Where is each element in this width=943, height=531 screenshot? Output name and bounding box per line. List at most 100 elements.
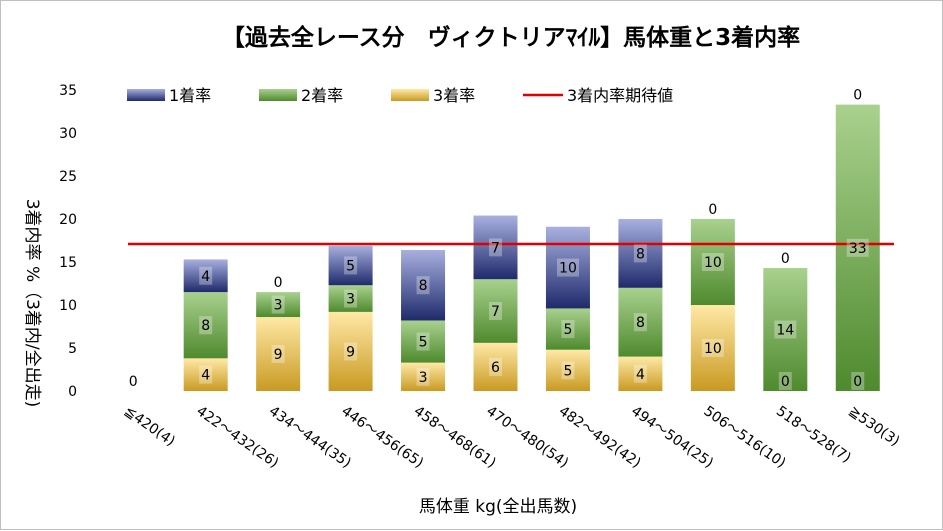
bar-segment: [401, 249, 446, 321]
data-label-bg: [851, 372, 865, 390]
data-label-bg: [199, 316, 213, 335]
bar-segment: [690, 305, 735, 391]
bar-segment: [763, 268, 808, 391]
data-label: 8: [419, 278, 428, 294]
y-tick-label: 15: [59, 255, 77, 271]
data-label: 0: [781, 374, 790, 390]
bar-segment: [618, 287, 663, 357]
legend-label: 3着内率期待値: [567, 86, 673, 105]
data-label: 3: [346, 292, 355, 308]
data-label: 7: [491, 304, 500, 320]
legend-label: 1着率: [169, 86, 211, 105]
y-tick-label: 0: [68, 384, 77, 400]
data-label-bg: [416, 332, 430, 351]
data-label: 7: [491, 240, 500, 256]
y-axis: 0 5 10 15 20 25 30 35: [59, 83, 77, 400]
y-tick-label: 30: [59, 126, 77, 142]
x-axis: ≦420(4) 422～432(26)434～444(35)446～456(65)…: [121, 403, 902, 471]
x-tick-label: ≦420(4): [121, 403, 178, 450]
bar-segment: [690, 219, 735, 305]
legend-label: 3着率: [433, 86, 475, 105]
bar-segment: [183, 358, 228, 391]
bar-segment: [328, 311, 373, 391]
legend-swatch: [259, 89, 297, 101]
data-label: 8: [636, 246, 645, 262]
data-label-bg: [344, 342, 358, 361]
data-label: 0: [853, 88, 862, 104]
data-label-bg: [271, 345, 285, 364]
data-label: 0: [129, 374, 138, 390]
data-label: 0: [708, 202, 717, 218]
bar-segment: [545, 349, 590, 391]
data-label: 0: [781, 251, 790, 267]
data-label: 10: [704, 341, 722, 357]
data-label-bg: [489, 238, 502, 257]
data-label-bg: [561, 320, 575, 339]
data-label: 3: [419, 370, 428, 386]
bar-segment: [401, 362, 446, 391]
bar-segment: [545, 308, 590, 350]
data-label-bg: [199, 266, 213, 285]
data-label-bg: [633, 364, 647, 383]
data-label: 8: [201, 318, 210, 334]
data-label: 0: [853, 374, 862, 390]
bar-segment: [473, 342, 518, 391]
bar-segment: [183, 259, 228, 293]
data-label: 8: [636, 315, 645, 331]
data-label: 4: [636, 367, 645, 383]
bar-segment: [835, 104, 880, 392]
data-label-bg: [633, 313, 647, 332]
data-label-bg: [556, 258, 579, 277]
data-label-bg: [199, 365, 213, 384]
bar-segment: [328, 245, 373, 286]
bar-segment: [401, 320, 446, 363]
legend-swatch: [127, 89, 165, 101]
data-label: 9: [346, 344, 355, 360]
data-label: 3: [274, 298, 283, 314]
data-label: 14: [776, 323, 794, 339]
data-label: 4: [201, 269, 210, 285]
data-label-bg: [846, 238, 869, 257]
data-label: 5: [563, 363, 572, 379]
data-label-bg: [126, 372, 140, 390]
data-label: 5: [563, 322, 572, 338]
bar-segment: [328, 285, 373, 312]
data-label: 5: [419, 335, 428, 351]
bar-segment: [545, 226, 590, 309]
data-label-bg: [489, 357, 502, 376]
data-label-bg: [561, 361, 575, 380]
y-tick-label: 10: [59, 298, 77, 314]
data-label: 10: [559, 261, 577, 277]
legend-swatch: [391, 89, 429, 101]
bar-segment: [618, 356, 663, 391]
bars: [183, 104, 880, 392]
data-label-bg: [344, 256, 358, 275]
data-label-bg: [778, 372, 792, 390]
legend-label: 2着率: [301, 86, 343, 105]
data-label-bg: [633, 244, 647, 263]
bar-segment: [183, 292, 228, 359]
y-tick-label: 20: [59, 212, 77, 228]
bar-segment: [618, 219, 663, 288]
bar-segment: [256, 317, 301, 391]
y-tick-label: 5: [68, 341, 77, 357]
data-label: 0: [274, 275, 283, 291]
data-label: 9: [274, 347, 283, 363]
data-label-bg: [701, 339, 724, 357]
data-labels: 0 4 8 4 9 3 0 9 3 5 3 5 8 6 7 7 5 5 10 4 8 8 10 10 0 0 14 0 0 33 0: [126, 85, 869, 390]
data-label-bg: [489, 302, 502, 321]
bar-segment: [256, 292, 301, 318]
data-label: 6: [491, 360, 500, 376]
data-label-bg: [774, 320, 797, 339]
legend: 1着率 2着率 3着率 3着内率期待値: [127, 86, 673, 105]
x-tick-label: ≧530(3): [845, 403, 902, 450]
data-label: 5: [346, 258, 355, 274]
data-label-bg: [271, 273, 285, 292]
bar-segment: [473, 215, 518, 280]
data-label-bg: [344, 289, 358, 308]
y-tick-label: 35: [59, 83, 77, 99]
y-axis-title: 3着内率 %（3着内/全出走): [22, 199, 42, 408]
data-label: 10: [704, 255, 722, 271]
data-label-bg: [416, 276, 430, 295]
